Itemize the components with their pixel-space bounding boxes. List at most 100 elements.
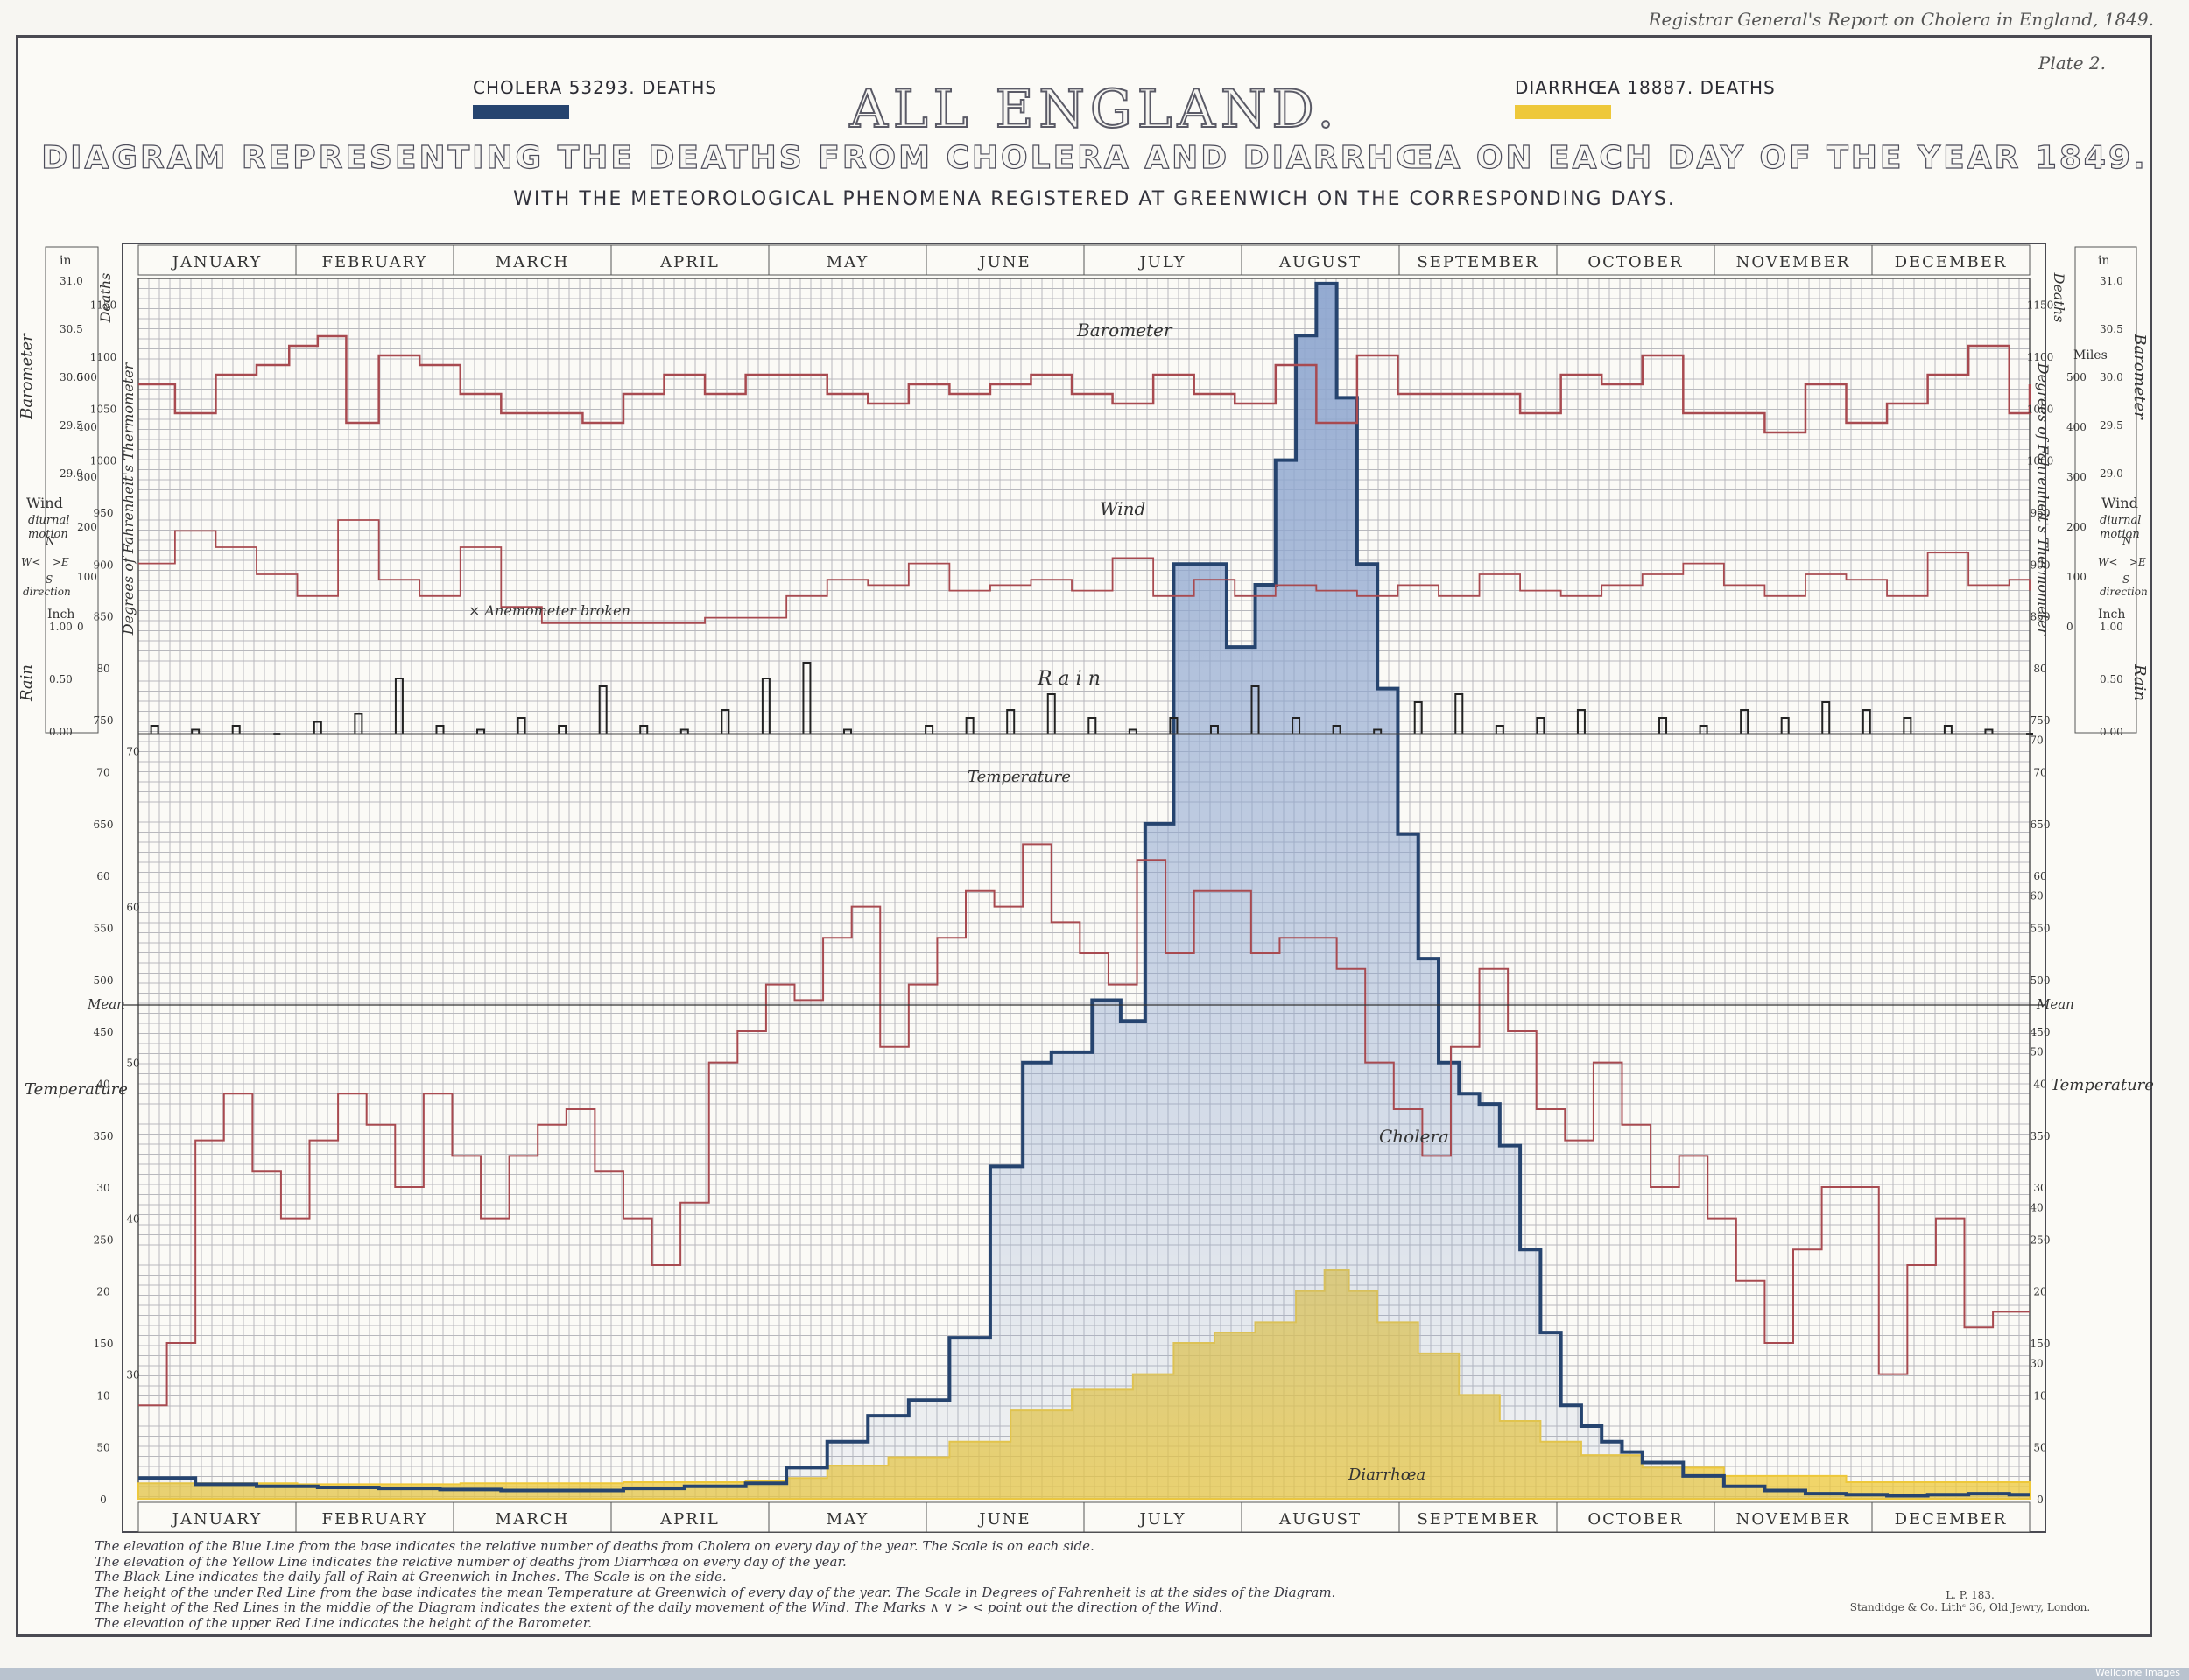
wind-sub-label-right: motion — [2100, 528, 2140, 541]
chart-subtitle: DIAGRAM REPRESENTING THE DEATHS FROM CHO… — [41, 139, 2148, 176]
deaths-tick-right: 150 — [2031, 1338, 2051, 1350]
barometer-tick-right: 29.5 — [2100, 419, 2123, 432]
deaths-tick-right: 10 — [2033, 1389, 2046, 1402]
rain-bar — [1576, 709, 1586, 734]
deaths-tick-left: 550 — [94, 922, 114, 934]
rain-bar — [1495, 725, 1504, 734]
deaths-tick-left: 750 — [94, 714, 114, 727]
deaths-tick-left: 650 — [94, 819, 114, 831]
wind-sub-label-left: diurnal — [28, 514, 69, 527]
barometer-tick-left: 30.0 — [60, 371, 83, 383]
wind-label-right: Wind — [2101, 495, 2138, 511]
deaths-tick-right: 70 — [2033, 767, 2046, 779]
deaths-tick-right: 1000 — [2027, 455, 2054, 467]
wind-direction-left: W< — [21, 556, 40, 568]
rain-bar — [1006, 709, 1016, 734]
rain-bar — [1413, 701, 1423, 734]
plate-number: Plate 2. — [2038, 53, 2106, 74]
month-label-top: MARCH — [496, 253, 569, 271]
rain-bar — [1536, 717, 1545, 734]
deaths-tick-right: 900 — [2031, 559, 2051, 571]
footnote: The Black Line indicates the daily fall … — [95, 1569, 727, 1585]
rain-bar — [476, 728, 486, 734]
rain-bar — [1250, 685, 1260, 734]
temperature-tick-right: 30 — [2030, 1358, 2043, 1370]
bottom-band — [0, 1668, 2189, 1680]
wind-label-left: Wind — [26, 495, 63, 511]
temperature-tick-right: 50 — [2030, 1046, 2043, 1058]
wind-tick-right: 0 — [2066, 621, 2073, 633]
wind-tick-right: 400 — [2066, 421, 2087, 433]
rain-bar — [843, 728, 852, 734]
deaths-tick-right: 60 — [2033, 870, 2046, 882]
deaths-tick-left: 0 — [100, 1494, 107, 1506]
credit: Wellcome Images — [2094, 1667, 2180, 1678]
barometer-side-label-left: Barometer — [18, 333, 36, 420]
annotation-temperature: Temperature — [968, 768, 1071, 786]
printer-name: Standidge & Co. Lithˢ 36, Old Jewry, Lon… — [1849, 1601, 2091, 1613]
footnotes: The elevation of the Blue Line from the … — [95, 1538, 1408, 1631]
rain-tick-right: 0.00 — [2100, 726, 2123, 738]
rain-tick-right: 1.00 — [2100, 621, 2123, 633]
wind-tick-left: 400 — [77, 421, 97, 433]
month-label-bottom: FEBRUARY — [322, 1510, 428, 1529]
rain-bar — [1373, 728, 1383, 734]
deaths-tick-left: 350 — [94, 1130, 114, 1142]
rain-bar — [1903, 717, 1912, 734]
page-title: ALL ENGLAND. — [848, 78, 1340, 141]
rain-bar — [191, 728, 201, 734]
deaths-tick-left: 1150 — [90, 299, 117, 312]
month-label-top: DECEMBER — [1895, 253, 2008, 271]
rain-bar — [965, 717, 975, 734]
month-label-bottom: MARCH — [496, 1510, 569, 1529]
wind-tick-left: 100 — [77, 571, 97, 583]
temperature-tick-left: 30 — [126, 1369, 139, 1381]
mean-label-left: Mean — [87, 996, 125, 1012]
month-label-bottom: NOVEMBER — [1736, 1510, 1851, 1529]
temperature-tick-left: 60 — [126, 902, 139, 914]
deaths-tick-right: 350 — [2031, 1130, 2051, 1142]
deaths-tick-left: 250 — [94, 1234, 114, 1246]
annotation-anemometer: × Anemometer broken — [468, 602, 630, 619]
wind-sub-label-right: diurnal — [2100, 514, 2141, 527]
month-label-bottom: JANUARY — [171, 1510, 262, 1529]
legend-cholera: CHOLERA 53293. DEATHS — [473, 77, 717, 119]
temperature-tick-left: 70 — [126, 746, 139, 758]
rain-bar — [1658, 717, 1668, 734]
rain-tick-left: 1.00 — [49, 621, 73, 633]
series-temperature-line — [138, 843, 2030, 1407]
printer-imprint: L. P. 183. Standidge & Co. Lithˢ 36, Old… — [1821, 1589, 2119, 1613]
rain-tick-left: 0.00 — [49, 726, 73, 738]
rain-bar — [354, 713, 363, 734]
deaths-tick-right: 80 — [2033, 663, 2046, 675]
deaths-tick-left: 1050 — [90, 403, 117, 415]
legend-diarrhoea-swatch — [1515, 105, 1611, 119]
deaths-tick-left: 60 — [96, 870, 109, 882]
wind-tick-right: 100 — [2066, 571, 2087, 583]
month-label-bottom: JUNE — [977, 1510, 1031, 1529]
month-label-top: OCTOBER — [1587, 253, 1683, 271]
deaths-tick-right: 450 — [2031, 1026, 2051, 1038]
wind-direction-left: S — [46, 573, 53, 586]
fahrenheit-side-label-left: Degrees of Fahrenheit's Thermometer — [120, 362, 137, 636]
wind-direction-right: N — [2122, 535, 2132, 547]
deaths-tick-right: 500 — [2031, 974, 2051, 987]
rain-bar — [1454, 693, 1464, 734]
rain-bar — [1780, 717, 1790, 734]
deaths-tick-left: 20 — [96, 1286, 109, 1298]
side-panel-left — [45, 246, 99, 734]
footnote: The elevation of the upper Red Line indi… — [95, 1614, 592, 1631]
series-wind-line — [138, 519, 2031, 624]
deaths-tick-left: 30 — [96, 1182, 109, 1194]
month-label-bottom: JULY — [1137, 1510, 1186, 1529]
month-label-bottom: APRIL — [659, 1510, 720, 1529]
month-label-top: JANUARY — [171, 253, 262, 271]
annotation-diarrhoea: Diarrhœa — [1348, 1466, 1425, 1484]
temperature-side-label-right: Temperature — [2051, 1076, 2154, 1094]
rain-bar — [517, 717, 526, 734]
month-label-top: NOVEMBER — [1736, 253, 1851, 271]
rain-bar — [1821, 701, 1831, 734]
barometer-side-label-right: Barometer — [2130, 333, 2149, 420]
deaths-tick-right: 750 — [2031, 714, 2051, 727]
